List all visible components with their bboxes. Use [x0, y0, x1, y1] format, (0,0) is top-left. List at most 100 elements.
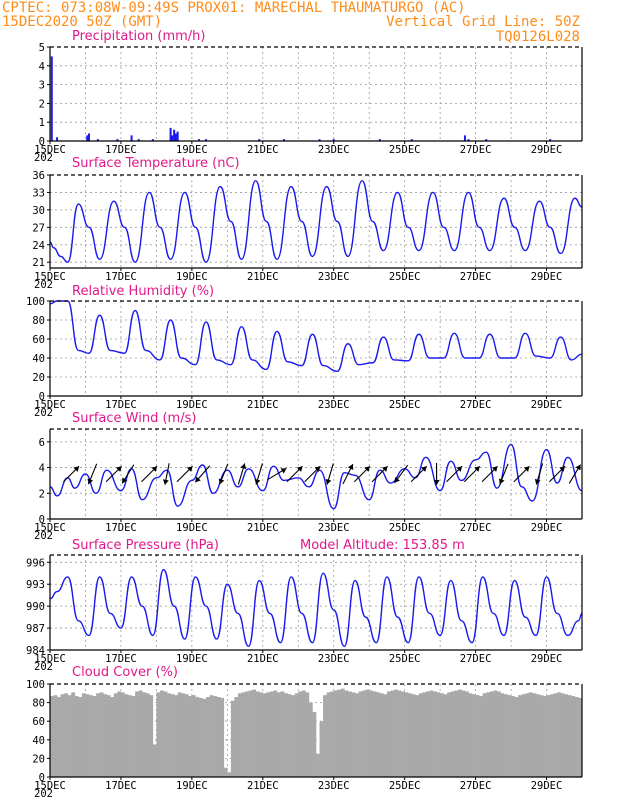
cloud-bar: [532, 693, 537, 777]
cloud-bar: [464, 691, 469, 777]
y-tick-label: 5: [39, 42, 45, 54]
cloud-bar: [159, 690, 164, 777]
wind-arrow: [568, 464, 582, 484]
header: CPTEC: 073:08W-09:49S PROX01: MARECHAL T…: [2, 0, 580, 45]
cloud-bar: [316, 753, 320, 777]
cloud-bar: [106, 695, 111, 777]
x-tick-label: 15DEC: [34, 399, 66, 411]
cloud-bar: [78, 697, 83, 777]
cloud-bar: [259, 692, 264, 777]
x-year-label: 202: [34, 407, 53, 419]
y-tick-label: 4: [39, 463, 45, 475]
x-tick-label: 17DEC: [105, 399, 137, 411]
wind-arrow-head: [420, 466, 427, 472]
x-tick-label: 23DEC: [318, 399, 350, 411]
wind-arrow: [433, 463, 440, 485]
cloud-bar: [450, 691, 455, 777]
cloud-bar: [355, 693, 359, 777]
wind-arrow: [87, 463, 98, 485]
x-tick-label: 21DEC: [247, 399, 279, 411]
cloud-bar: [436, 692, 441, 777]
panel-title: Relative Humidity (%): [72, 284, 214, 299]
x-tick-label: 15DEC: [34, 653, 66, 665]
cloud-bar: [514, 697, 519, 777]
wind-arrow: [463, 465, 481, 483]
precip-bar: [258, 139, 261, 141]
cloud-bar: [365, 689, 370, 777]
cloud-bar: [298, 691, 303, 777]
precip-bar: [332, 139, 335, 141]
cloud-bar: [503, 694, 508, 777]
wind-arrow: [549, 465, 566, 483]
cloud-bar: [273, 690, 278, 777]
cloud-bar: [507, 695, 512, 777]
x-tick-label: 25DEC: [389, 653, 421, 665]
cloud-bar: [198, 697, 203, 777]
x-year-label: 202: [34, 530, 53, 542]
x-tick-label: 29DEC: [531, 271, 563, 283]
wind-arrow-head: [534, 478, 541, 485]
cloud-bar: [138, 690, 143, 777]
cloud-bar: [528, 692, 533, 777]
wind-arrow: [105, 465, 123, 483]
cloud-bar: [333, 690, 338, 777]
x-year-label: 202: [34, 661, 53, 673]
wind-arrow-head: [122, 477, 128, 484]
cloud-bar: [479, 696, 483, 777]
cloud-bar: [482, 693, 487, 777]
cloud-bar: [489, 691, 494, 777]
wind-arrow-head: [218, 478, 225, 485]
cloud-bar: [85, 694, 90, 777]
cloud-bar: [425, 691, 430, 777]
cloud-bar: [376, 692, 381, 777]
cloud-bar: [542, 696, 547, 777]
x-tick-label: 25DEC: [389, 522, 421, 534]
precip-bar: [485, 139, 488, 141]
precip-bar: [130, 135, 133, 141]
x-tick-label: 27DEC: [460, 144, 492, 156]
cloud-bar: [468, 693, 473, 777]
cloud-bar: [461, 690, 466, 777]
precip-bar: [318, 139, 321, 141]
cloud-bar: [496, 691, 501, 777]
cloud-bar: [411, 694, 416, 777]
y-tick-label: 0: [39, 772, 45, 784]
precip-bar: [176, 131, 179, 141]
cloud-bar: [337, 689, 342, 777]
cloud-bar: [241, 692, 246, 777]
wind-arrow: [162, 463, 170, 485]
cloud-bar: [191, 695, 196, 777]
y-tick-label: 2: [39, 98, 45, 110]
wind-arrow: [410, 465, 428, 483]
x-tick-label: 15DEC: [34, 780, 66, 792]
y-tick-label: 21: [32, 257, 45, 269]
precip-bar: [378, 139, 381, 141]
x-tick-label: 23DEC: [318, 522, 350, 534]
cloud-bar: [415, 695, 420, 777]
cloud-bar: [404, 692, 409, 777]
cloud-bar: [110, 697, 115, 777]
cloud-bar: [305, 692, 310, 777]
cloud-bar: [124, 694, 129, 777]
wind-arrow-head: [394, 477, 400, 483]
cloud-bar: [96, 693, 100, 777]
cloud-bar: [301, 690, 306, 777]
cloud-bar: [284, 693, 288, 777]
cloud-bar: [206, 697, 210, 777]
wind-arrow: [176, 465, 193, 483]
cloud-bar: [181, 693, 186, 777]
x-tick-label: 27DEC: [460, 653, 492, 665]
cloud-bar: [326, 692, 331, 777]
wind-arrow: [513, 465, 530, 483]
y-tick-label: 60: [32, 334, 45, 346]
wind-arrow-head: [186, 466, 193, 472]
cloud-bar: [167, 693, 171, 777]
cloud-bar: [50, 696, 54, 777]
cloud-bar: [440, 693, 444, 777]
cloud-bar: [443, 694, 448, 777]
series-line: [49, 180, 583, 263]
x-tick-label: 21DEC: [247, 271, 279, 283]
wind-arrow-head: [523, 466, 530, 472]
panel-2: Surface Temperature (nC) 21 24 27 30 33 36 15DE…: [32, 156, 583, 291]
cloud-bar: [99, 692, 104, 777]
